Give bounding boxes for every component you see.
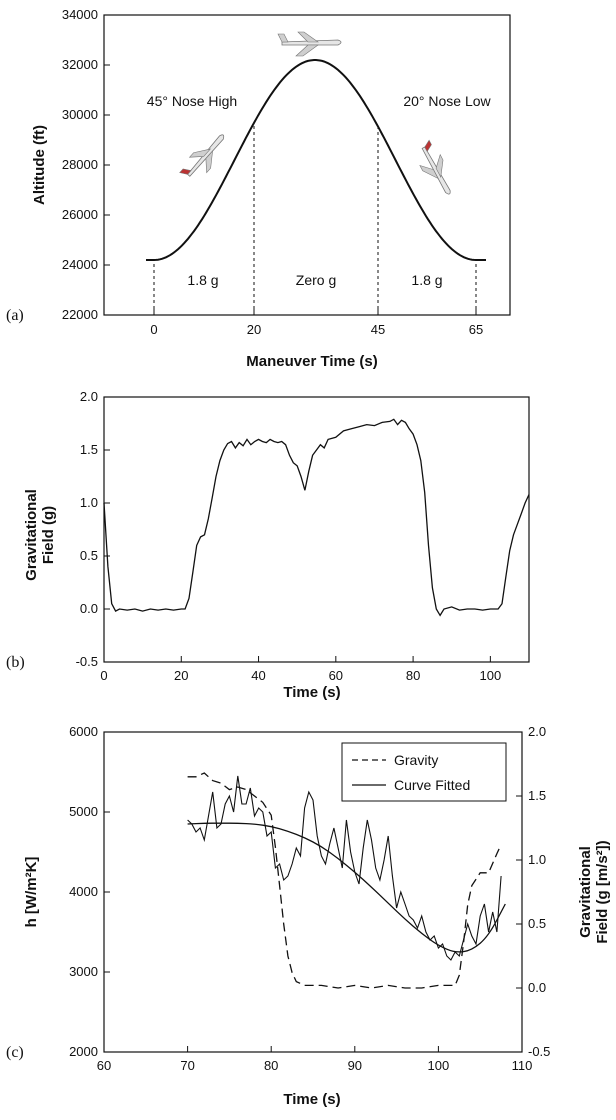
y-ticks-right-c: -0.5 0.0 0.5 1.0 1.5 2.0 [516, 724, 550, 1059]
y-axis-right-label-c-line2: Field (g [m/s²]) [594, 840, 611, 943]
y-tick-label: 2.0 [80, 389, 98, 404]
y-tick-label: 5000 [69, 804, 98, 819]
y-tick-label: 28000 [62, 157, 98, 172]
panel-b: -0.5 0.0 0.5 1.0 1.5 2.0 0 20 40 60 80 100 Gravita… [6, 389, 530, 701]
x-ticks-c: 60 70 80 90 100 110 [97, 1046, 533, 1073]
aircraft-climb-icon [179, 134, 225, 177]
y-tick-label: 24000 [62, 257, 98, 272]
y-tick-label: 1.5 [80, 442, 98, 457]
y-right-tick-label: -0.5 [528, 1044, 550, 1059]
y-tick-label: -0.5 [76, 654, 98, 669]
y-axis-label-b-line2: Field (g) [40, 506, 57, 564]
y-tick-label: 30000 [62, 107, 98, 122]
y-ticks-b: -0.5 0.0 0.5 1.0 1.5 2.0 [76, 389, 110, 669]
x-tick-label: 60 [97, 1058, 111, 1073]
x-tick-label: 100 [480, 668, 502, 683]
x-tick-label: 90 [348, 1058, 362, 1073]
y-tick-label: 6000 [69, 724, 98, 739]
plot-frame-a [103, 14, 511, 316]
y-tick-label: 0.0 [80, 601, 98, 616]
x-tick-label: 80 [264, 1058, 278, 1073]
y-right-tick-label: 0.5 [528, 916, 546, 931]
annotation-nose-low: 20° Nose Low [403, 93, 491, 109]
y-right-tick-label: 1.5 [528, 788, 546, 803]
annotation-nose-high: 45° Nose High [147, 93, 237, 109]
y-tick-label: 3000 [69, 964, 98, 979]
panel-a: 22000 24000 26000 28000 30000 32000 34000 0 20 4… [6, 7, 511, 370]
y-right-tick-label: 1.0 [528, 852, 546, 867]
y-tick-label: 4000 [69, 884, 98, 899]
y-ticks-a: 22000 24000 26000 28000 30000 32000 34000 [62, 7, 110, 322]
gravity-series-line [187, 772, 502, 989]
measured-h-series-line [187, 775, 502, 961]
x-tick-label: 65 [469, 322, 483, 337]
gravity-series-line [103, 418, 530, 617]
x-axis-label-a: Maneuver Time (s) [246, 353, 377, 370]
annotation-g-left: 1.8 g [187, 272, 218, 288]
x-tick-label: 60 [329, 668, 343, 683]
panel-label-c: (c) [6, 1044, 24, 1061]
x-tick-label: 100 [428, 1058, 450, 1073]
x-tick-label: 20 [174, 668, 188, 683]
legend-box [341, 742, 507, 802]
aircraft-top-icon [277, 31, 342, 57]
y-tick-label: 22000 [62, 307, 98, 322]
annotation-g-mid: Zero g [296, 272, 336, 288]
x-axis-label-b: Time (s) [283, 684, 340, 701]
x-ticks-a: 0 20 45 65 [150, 309, 483, 337]
phase-dividers-a [153, 122, 477, 315]
panel-label-b: (b) [6, 654, 25, 671]
x-axis-label-c: Time (s) [283, 1091, 340, 1108]
y-tick-label: 1.0 [80, 495, 98, 510]
y-tick-label: 32000 [62, 57, 98, 72]
x-tick-label: 80 [406, 668, 420, 683]
x-tick-label: 0 [100, 668, 107, 683]
aircraft-dive-icon [419, 139, 451, 195]
panel-label-a: (a) [6, 307, 24, 324]
y-right-tick-label: 2.0 [528, 724, 546, 739]
y-axis-right-label-c-line1: Gravitational [577, 846, 594, 938]
y-axis-label-a: Altitude (ft) [31, 125, 48, 205]
legend-label-curve-fitted: Curve Fitted [394, 777, 470, 793]
x-tick-label: 40 [251, 668, 265, 683]
legend: Gravity Curve Fitted [341, 742, 507, 802]
altitude-profile-line [146, 59, 486, 261]
x-tick-label: 20 [247, 322, 261, 337]
y-tick-label: 34000 [62, 7, 98, 22]
plot-frame-b [103, 396, 530, 663]
y-right-tick-label: 0.0 [528, 980, 546, 995]
x-tick-label: 70 [180, 1058, 194, 1073]
y-ticks-c: 2000 3000 4000 5000 6000 [69, 724, 110, 1059]
x-tick-label: 110 [512, 1058, 533, 1073]
legend-label-gravity: Gravity [394, 752, 438, 768]
y-tick-label: 0.5 [80, 548, 98, 563]
curve-fitted-series-line [187, 822, 506, 953]
x-tick-label: 0 [150, 322, 157, 337]
y-tick-label: 2000 [69, 1044, 98, 1059]
y-axis-label-c: h [W/m²K] [23, 857, 40, 928]
panel-c: 2000 3000 4000 5000 6000 -0.5 0.0 0.5 1.0 1.5 2.0… [6, 724, 611, 1108]
y-axis-label-b-line1: Gravitational [23, 489, 40, 581]
x-ticks-b: 0 20 40 60 80 100 [100, 656, 501, 683]
x-tick-label: 45 [371, 322, 385, 337]
annotation-g-right: 1.8 g [411, 272, 442, 288]
y-tick-label: 26000 [62, 207, 98, 222]
